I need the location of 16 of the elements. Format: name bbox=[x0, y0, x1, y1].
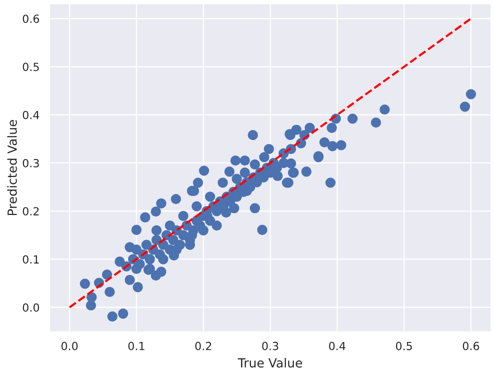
x-axis-title: True Value bbox=[238, 358, 302, 368]
y-tick-label: 0.3 bbox=[22, 158, 39, 168]
x-tick-label: 0.1 bbox=[128, 342, 144, 350]
y-tick-label: 0.0 bbox=[22, 303, 40, 312]
x-tick-label: 0.2 bbox=[195, 342, 212, 350]
x-tick-label: 0.0 bbox=[61, 342, 78, 350]
x-tick-label: 0.6 bbox=[462, 342, 480, 350]
x-tick-label: 0.4 bbox=[329, 342, 346, 350]
y-tick-label: 0.6 bbox=[22, 14, 40, 23]
y-tick-label: 0.5 bbox=[22, 62, 39, 72]
y-axis-title: Predicted Value bbox=[7, 120, 17, 216]
x-tick-label: 0.3 bbox=[262, 342, 278, 350]
y-tick-label: 0.2 bbox=[22, 207, 39, 216]
y-tick-label: 0.1 bbox=[22, 255, 39, 264]
y-tick-label: 0.4 bbox=[22, 110, 40, 120]
x-tick-label: 0.5 bbox=[396, 342, 412, 350]
